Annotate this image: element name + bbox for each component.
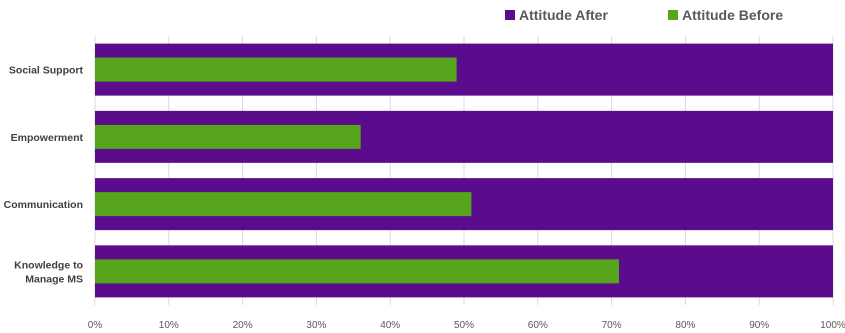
x-tick-label-1: 10% [159, 320, 179, 331]
category-label-3-0: Knowledge to [14, 259, 83, 271]
bar-attitude-before-0 [95, 57, 457, 82]
x-tick-label-7: 70% [602, 320, 622, 331]
x-tick-label-4: 40% [380, 320, 400, 331]
category-label-2-0: Communication [4, 199, 83, 211]
bar-attitude-before-1 [95, 124, 361, 149]
x-tick-label-3: 30% [306, 320, 326, 331]
legend-label-attitude-before: Attitude Before [682, 7, 783, 23]
x-tick-label-8: 80% [675, 320, 695, 331]
x-tick-label-10: 100% [820, 320, 845, 331]
legend-label-attitude-after: Attitude After [519, 7, 608, 23]
legend-swatch-attitude-before [668, 10, 678, 20]
bar-attitude-before-3 [95, 259, 619, 284]
legend-swatch-attitude-after [505, 10, 515, 20]
bars [95, 43, 833, 298]
category-label-3-1: Manage MS [25, 273, 83, 285]
bar-attitude-before-2 [95, 192, 472, 217]
x-tick-label-6: 60% [528, 320, 548, 331]
x-tick-label-9: 90% [749, 320, 769, 331]
x-tick-label-5: 50% [454, 320, 474, 331]
x-tick-label-2: 20% [233, 320, 253, 331]
x-tick-label-0: 0% [88, 320, 103, 331]
legend: Attitude After Attitude Before [505, 7, 783, 23]
category-label-0-0: Social Support [9, 65, 84, 77]
category-label-1-0: Empowerment [11, 132, 84, 144]
x-axis-ticks: 0% 10% 20% 30% 40% 50% 60% 70% 80% 90% 100% [88, 320, 845, 331]
category-labels: Social Support Empowerment Communication Kn… [4, 65, 84, 286]
